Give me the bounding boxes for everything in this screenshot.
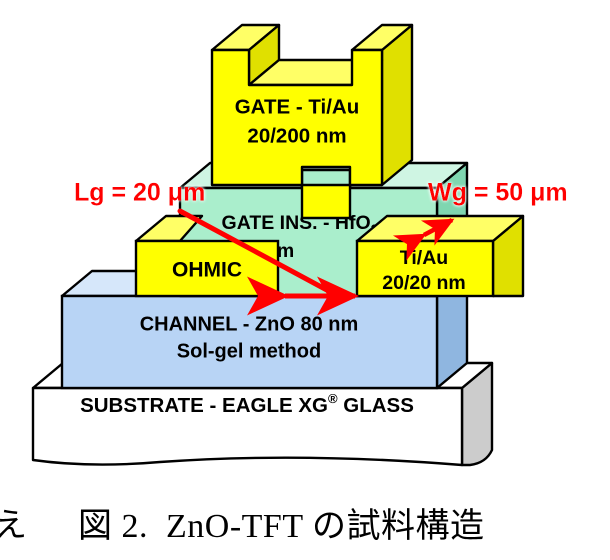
substrate-label-superscript: ® bbox=[328, 391, 338, 406]
ohmic-left-label: OHMIC bbox=[172, 259, 242, 282]
wg-dimension-arrow bbox=[392, 217, 455, 261]
gate-label-line2: 20/200 nm bbox=[247, 124, 346, 147]
substrate-right-face bbox=[460, 361, 494, 467]
device-cross-section-diagram: SUBSTRATE - EAGLE XG® GLASS CHANNEL - Zn… bbox=[31, 23, 568, 467]
channel-label-line1: CHANNEL - ZnO 80 nm bbox=[140, 313, 359, 335]
annotation-gate-length: Lg = 20 μm bbox=[74, 179, 360, 316]
channel-label-line2: Sol-gel method bbox=[177, 340, 321, 362]
gate-electrode-block: GATE - Ti/Au 20/200 nm bbox=[210, 23, 414, 220]
substrate-label-prefix: SUBSTRATE - EAGLE XG bbox=[80, 394, 328, 417]
figure-caption: 図 2. ZnO-TFT の試料構造 bbox=[78, 508, 485, 545]
substrate-label-suffix: GLASS bbox=[338, 394, 414, 417]
insulator-label-line1: GATE INS. - HfO2 bbox=[222, 212, 379, 237]
wg-label: Wg = 50 μm bbox=[428, 179, 568, 207]
caption-left-fragment: え bbox=[0, 508, 27, 544]
lg-label: Lg = 20 μm bbox=[74, 179, 205, 207]
gate-foot bbox=[300, 183, 352, 220]
gate-right-side-face bbox=[380, 23, 414, 187]
ohmic-right-label-line1: Ti/Au bbox=[400, 247, 448, 269]
substrate-front-face bbox=[31, 386, 464, 467]
ohmic-right-label-line2: 20/20 nm bbox=[382, 272, 465, 294]
substrate-label: SUBSTRATE - EAGLE XG® GLASS bbox=[80, 391, 414, 417]
gate-label-line1: GATE - Ti/Au bbox=[235, 95, 360, 118]
annotation-gate-width: Wg = 50 μm bbox=[392, 179, 568, 261]
